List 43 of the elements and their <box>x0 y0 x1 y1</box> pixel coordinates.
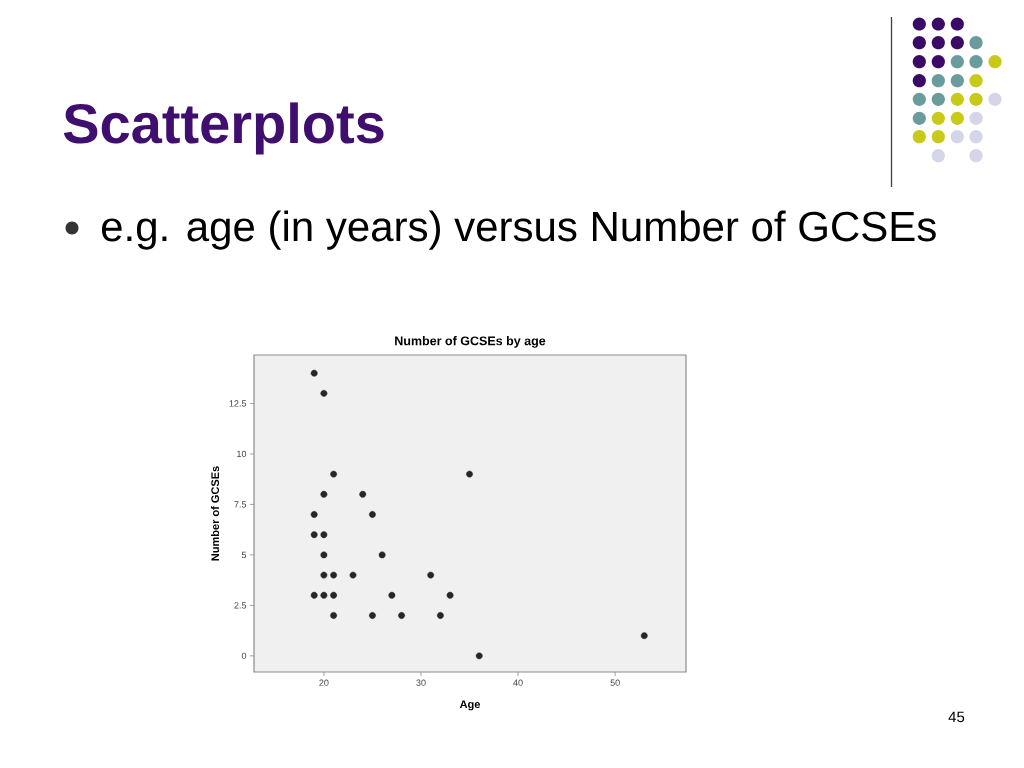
point <box>437 612 444 619</box>
point <box>320 591 328 599</box>
y-tick-label: 7.5 <box>234 501 247 508</box>
point <box>349 571 357 579</box>
point <box>320 490 328 498</box>
x-tick-label: 20 <box>319 679 329 686</box>
point <box>320 531 328 539</box>
point <box>320 389 328 397</box>
y-tick-label: 2.5 <box>234 602 247 609</box>
point <box>640 632 648 640</box>
point <box>427 571 435 579</box>
y-tick-label: 10 <box>237 450 247 458</box>
point <box>475 652 483 660</box>
y-tick-label: 12.5 <box>229 400 247 407</box>
point <box>369 612 376 619</box>
text: Scatterplots <box>63 102 384 155</box>
y-tick-label: 5 <box>241 551 247 559</box>
point <box>320 571 328 579</box>
text: e.g. age (in years) versus Number of GCSEs <box>101 210 936 250</box>
x-tick-label: 30 <box>416 679 426 686</box>
x-tick-label: 50 <box>610 679 620 686</box>
point <box>446 591 454 599</box>
point <box>359 490 367 498</box>
point <box>369 511 376 518</box>
point <box>310 369 318 377</box>
point <box>330 571 338 579</box>
x-axis-title: Age <box>459 700 481 711</box>
y-axis-title: Number of GCSEs <box>210 466 220 561</box>
point <box>310 531 318 539</box>
y-tick-label: 0 <box>241 652 247 660</box>
point <box>466 470 473 478</box>
point <box>330 470 338 478</box>
point <box>330 612 338 619</box>
point <box>398 612 405 619</box>
point <box>310 511 318 518</box>
x-tick-label: 40 <box>513 679 523 686</box>
point <box>310 591 318 599</box>
text: 45 <box>948 711 965 723</box>
point <box>378 551 386 559</box>
point <box>320 551 328 559</box>
point <box>388 591 396 599</box>
chart-title: Number of GCSEs by age <box>395 336 546 348</box>
point <box>330 591 338 599</box>
